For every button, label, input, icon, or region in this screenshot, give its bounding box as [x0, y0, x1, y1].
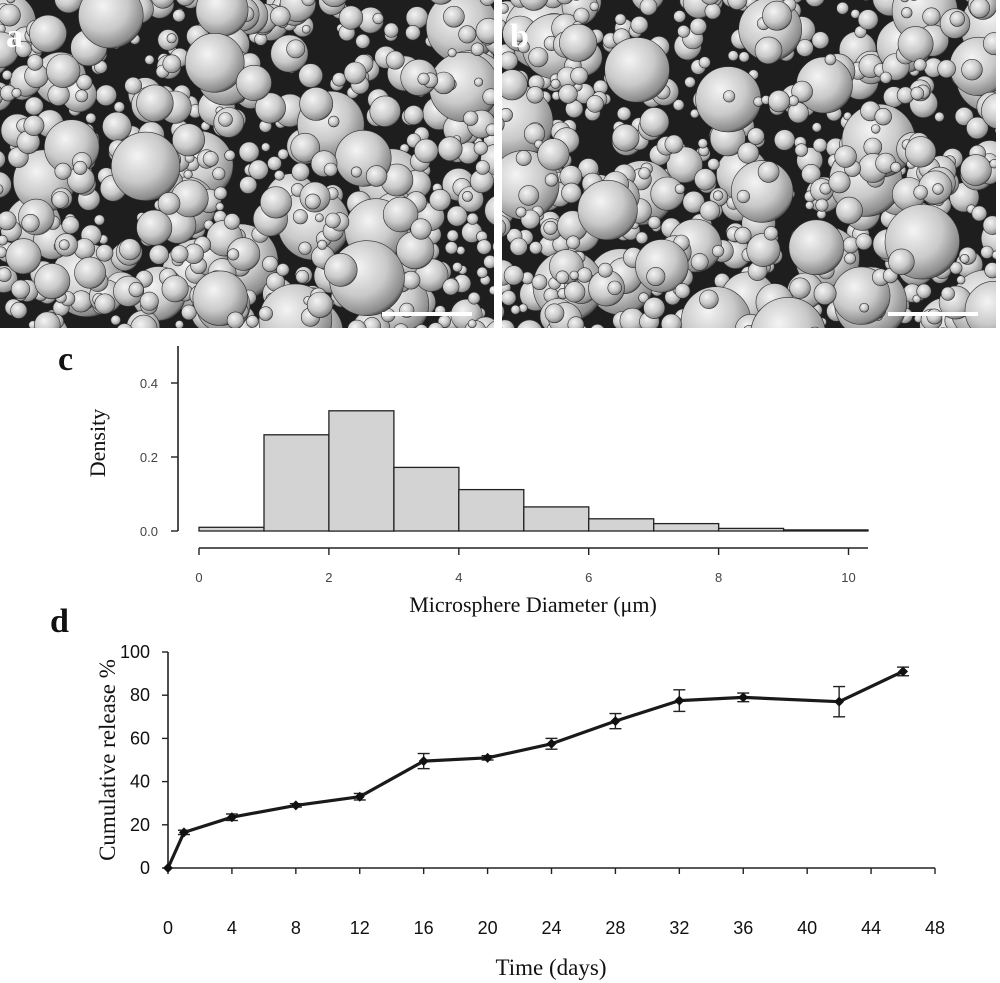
c-x-tick-label: 6: [585, 570, 592, 585]
c-y-tick-label: 0.0: [140, 524, 158, 539]
histogram-bar: [263, 434, 330, 532]
c-y-axis-title: Density: [85, 409, 110, 477]
d-x-tick-label: 44: [861, 918, 881, 938]
c-y-ticks: 0.0 0.2 0.4: [140, 376, 178, 539]
c-x-ticks: 0 2 4 6 8 10: [195, 548, 856, 585]
d-x-tick-label: 36: [733, 918, 753, 938]
c-x-tick-label: 2: [325, 570, 332, 585]
data-point: [290, 800, 301, 811]
c-x-axis-title: Microsphere Diameter (μm): [409, 592, 657, 617]
d-x-tick-label: 24: [541, 918, 561, 938]
c-x-tick-label: 8: [715, 570, 722, 585]
c-y-tick-label: 0.4: [140, 376, 158, 391]
panel-label-b: b: [510, 18, 529, 55]
c-y-tick-label: 0.2: [140, 450, 158, 465]
panel-label-c: c: [58, 341, 73, 378]
d-x-tick-label: 28: [605, 918, 625, 938]
c-x-tick-label: 4: [455, 570, 462, 585]
data-point: [738, 692, 749, 703]
d-y-tick-label: 40: [130, 772, 150, 792]
d-y-tick-label: 60: [130, 728, 150, 748]
d-x-tick-label: 12: [350, 918, 370, 938]
d-series: [163, 666, 910, 873]
histogram-bar: [458, 488, 525, 532]
panel-label-a: a: [6, 18, 23, 55]
data-point: [610, 716, 621, 727]
histogram-bar: [653, 522, 720, 532]
d-x-tick-label: 40: [797, 918, 817, 938]
data-point: [418, 756, 429, 767]
sem-image-a: a: [0, 0, 494, 328]
d-x-tick-label: 48: [925, 918, 945, 938]
data-point: [482, 752, 493, 763]
d-x-tick-label: 16: [414, 918, 434, 938]
histogram-bars: [198, 410, 869, 532]
data-point: [226, 812, 237, 823]
d-x-tick-label: 8: [291, 918, 301, 938]
histogram-bar: [328, 410, 395, 532]
data-point: [163, 863, 173, 873]
c-x-tick-label: 10: [841, 570, 855, 585]
d-y-tick-label: 0: [140, 858, 150, 878]
data-point: [178, 827, 189, 838]
d-y-tick-label: 100: [120, 642, 150, 662]
d-x-tick-label: 20: [478, 918, 498, 938]
histogram-bar: [782, 529, 869, 532]
sem-image-b: b: [502, 0, 996, 328]
d-x-axis-title: Time (days): [496, 955, 607, 980]
data-point: [898, 666, 909, 677]
c-x-tick-label: 0: [195, 570, 202, 585]
histogram-chart: 0.0 0.2 0.4 0 2 4 6 8 10 Microsphere Diameter (…: [58, 341, 869, 617]
data-point: [354, 791, 365, 802]
release-series-line: [166, 669, 904, 869]
data-point: [674, 695, 685, 706]
d-x-tick-label: 0: [163, 918, 173, 938]
histogram-bar: [393, 466, 460, 532]
d-x-tick-label: 32: [669, 918, 689, 938]
d-y-tick-label: 80: [130, 685, 150, 705]
panel-label-d: d: [50, 603, 69, 640]
d-y-tick-label: 20: [130, 815, 150, 835]
d-y-axis-title: Cumulative release %: [95, 659, 120, 861]
data-point: [834, 696, 845, 707]
d-x-tick-label: 4: [227, 918, 237, 938]
data-point: [546, 738, 557, 749]
